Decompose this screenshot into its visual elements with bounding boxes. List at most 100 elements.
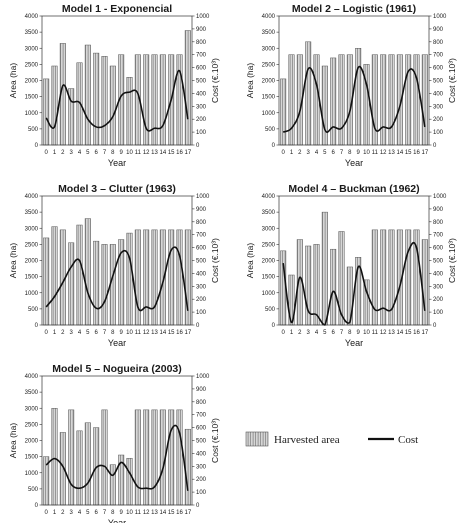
cost-line	[45, 424, 189, 491]
x-tick-label: 0	[44, 150, 48, 156]
y2-tick-label: 1000	[433, 14, 447, 20]
x-axis-label: Year	[108, 518, 126, 523]
area-bar	[280, 78, 287, 146]
legend-line-label: Cost	[398, 434, 418, 446]
x-tick-label: 4	[78, 510, 82, 516]
area-bar	[338, 54, 345, 146]
y-tick-label: 3500	[25, 390, 39, 396]
y-tick-label: 4000	[25, 194, 39, 200]
chart-title: Model 4 – Buckman (1962)	[288, 183, 419, 195]
y2-tick-label: 900	[433, 27, 444, 33]
y-tick-label: 2500	[262, 62, 276, 68]
x-tick-label: 5	[86, 510, 90, 516]
y-axis-label: Area (ha)	[8, 243, 18, 279]
area-bar	[143, 409, 150, 506]
y-tick-label: 1000	[25, 471, 39, 477]
area-bar	[184, 30, 191, 146]
y2-tick-label: 100	[196, 490, 207, 496]
x-tick-label: 13	[151, 330, 158, 336]
y-tick-label: 1000	[25, 111, 39, 117]
y2-tick-label: 800	[433, 220, 444, 226]
x-tick-label: 2	[61, 330, 65, 336]
area-bar	[126, 457, 133, 506]
y2-tick-label: 800	[433, 40, 444, 46]
chart-title: Model 1 - Exponencial	[62, 3, 172, 15]
chart-model-4: Model 4 – Buckman (1962)0500100015002000…	[245, 183, 457, 348]
x-tick-label: 7	[103, 330, 107, 336]
legend-bar-swatch	[245, 431, 269, 447]
y2-tick-label: 900	[433, 207, 444, 213]
y2-tick-label: 700	[433, 53, 444, 59]
y2-tick-label: 600	[196, 66, 207, 72]
x-tick-label: 10	[363, 150, 370, 156]
area-bar	[321, 65, 328, 146]
y-tick-label: 0	[35, 323, 39, 329]
x-tick-label: 12	[143, 510, 150, 516]
x-tick-label: 13	[151, 150, 158, 156]
y2-tick-label: 0	[433, 323, 437, 329]
area-bar	[43, 237, 50, 326]
y-tick-label: 3500	[25, 210, 39, 216]
y2-tick-label: 1000	[196, 194, 210, 200]
x-tick-label: 14	[159, 510, 166, 516]
area-bar	[151, 409, 158, 506]
x-tick-label: 5	[323, 150, 327, 156]
y2-tick-label: 900	[196, 387, 207, 393]
y2-tick-label: 400	[433, 91, 444, 97]
x-axis-label: Year	[345, 338, 363, 348]
area-bar	[68, 409, 75, 506]
area-bar	[176, 229, 183, 326]
x-tick-label: 2	[298, 150, 302, 156]
y-tick-label: 1500	[25, 455, 39, 461]
y2-tick-label: 1000	[196, 14, 210, 20]
area-bar	[330, 248, 337, 326]
x-tick-label: 0	[281, 150, 285, 156]
area-bar	[313, 244, 320, 326]
y-tick-label: 500	[28, 487, 39, 493]
x-tick-label: 8	[348, 330, 352, 336]
legend-bar-label: Harvested area	[274, 434, 340, 446]
area-bar	[168, 409, 175, 506]
y-tick-label: 500	[28, 307, 39, 313]
y-tick-label: 3500	[262, 210, 276, 216]
y2-tick-label: 600	[196, 246, 207, 252]
x-tick-label: 4	[315, 150, 319, 156]
area-bar	[76, 224, 83, 326]
y-tick-label: 4000	[25, 374, 39, 380]
y2-tick-label: 300	[196, 464, 207, 470]
y-tick-label: 2500	[25, 62, 39, 68]
x-tick-label: 8	[111, 150, 115, 156]
y-tick-label: 2000	[25, 79, 39, 85]
x-tick-label: 5	[323, 330, 327, 336]
x-tick-label: 16	[176, 510, 183, 516]
y2-tick-label: 200	[196, 117, 207, 123]
y2-tick-label: 300	[433, 284, 444, 290]
y2-tick-label: 0	[196, 503, 200, 509]
y-tick-label: 2000	[262, 79, 276, 85]
y-tick-label: 1500	[262, 95, 276, 101]
x-tick-label: 14	[396, 150, 403, 156]
y-tick-label: 2500	[25, 242, 39, 248]
x-tick-label: 12	[143, 150, 150, 156]
y-tick-label: 1500	[25, 275, 39, 281]
area-bar	[109, 464, 116, 506]
area-bar	[51, 226, 58, 326]
y2-tick-label: 500	[196, 439, 207, 445]
x-tick-label: 9	[119, 330, 123, 336]
y-tick-label: 0	[35, 503, 39, 509]
y2-tick-label: 500	[433, 79, 444, 85]
area-bar	[176, 409, 183, 506]
area-bar	[405, 229, 412, 326]
y2-tick-label: 200	[433, 117, 444, 123]
x-tick-label: 11	[135, 510, 142, 516]
y2-tick-label: 100	[433, 130, 444, 136]
area-bar	[84, 218, 91, 326]
y-tick-label: 2000	[25, 259, 39, 265]
y-tick-label: 2500	[25, 422, 39, 428]
y-axis-label: Area (ha)	[245, 63, 255, 99]
y2-tick-label: 600	[433, 246, 444, 252]
y-tick-label: 1000	[262, 291, 276, 297]
y2-tick-label: 800	[196, 40, 207, 46]
x-tick-label: 15	[168, 510, 175, 516]
area-bar	[151, 54, 158, 146]
